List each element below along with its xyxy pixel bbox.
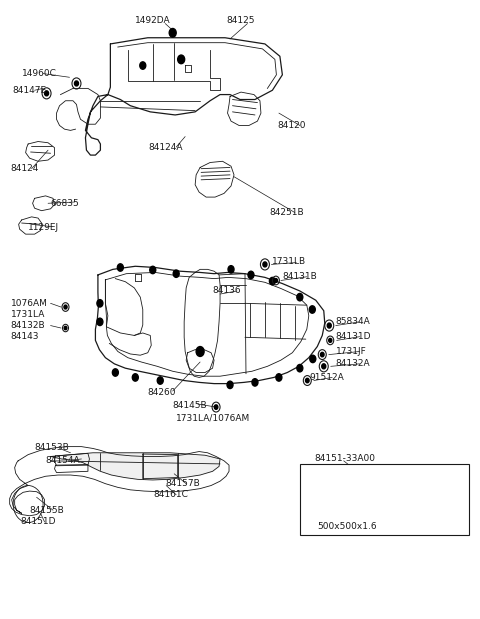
Circle shape — [64, 326, 67, 330]
Text: 84260: 84260 — [148, 388, 176, 397]
Text: 85834A: 85834A — [336, 318, 371, 326]
Circle shape — [150, 266, 156, 274]
Text: 84153B: 84153B — [35, 443, 69, 452]
Text: 1731LB: 1731LB — [273, 257, 307, 266]
Circle shape — [173, 270, 179, 277]
Text: 84143: 84143 — [11, 332, 39, 341]
Circle shape — [64, 305, 67, 309]
Text: 84145B: 84145B — [173, 401, 207, 410]
Polygon shape — [50, 452, 220, 480]
Circle shape — [169, 28, 176, 37]
Text: 500x500x1.6: 500x500x1.6 — [317, 522, 377, 531]
Text: 1731LA/1076AM: 1731LA/1076AM — [176, 413, 251, 422]
Circle shape — [297, 293, 303, 301]
Text: 1492DA: 1492DA — [135, 16, 171, 25]
Text: 84151D: 84151D — [21, 517, 56, 526]
Circle shape — [196, 347, 204, 357]
Circle shape — [97, 318, 103, 326]
Text: 84161C: 84161C — [153, 490, 188, 500]
Text: 14960C: 14960C — [22, 69, 57, 78]
Circle shape — [329, 339, 332, 342]
Text: 84131B: 84131B — [282, 272, 317, 281]
Text: 84124: 84124 — [11, 164, 39, 173]
Polygon shape — [304, 481, 441, 508]
Text: 1076AM: 1076AM — [11, 299, 48, 308]
Circle shape — [214, 405, 218, 409]
Circle shape — [132, 374, 138, 381]
Circle shape — [117, 264, 123, 271]
Circle shape — [112, 369, 119, 376]
Text: 84157B: 84157B — [165, 479, 200, 488]
Text: 84151-33A00: 84151-33A00 — [315, 454, 376, 464]
Circle shape — [228, 266, 234, 273]
Text: 84251B: 84251B — [269, 208, 303, 217]
Circle shape — [321, 352, 324, 357]
Bar — [300, 464, 469, 535]
Text: 1731JF: 1731JF — [336, 347, 366, 356]
Circle shape — [140, 62, 146, 69]
Text: 84147E: 84147E — [12, 86, 47, 95]
Circle shape — [97, 300, 103, 307]
Circle shape — [74, 81, 79, 86]
Circle shape — [297, 365, 303, 372]
Circle shape — [305, 378, 309, 383]
Text: 84136: 84136 — [213, 287, 241, 295]
Text: 84132B: 84132B — [11, 321, 45, 330]
Circle shape — [327, 323, 331, 328]
Circle shape — [45, 91, 48, 96]
Text: 84125: 84125 — [226, 16, 254, 25]
Circle shape — [178, 55, 185, 64]
Circle shape — [309, 306, 315, 313]
Text: 91512A: 91512A — [310, 373, 345, 382]
Text: 1129EJ: 1129EJ — [28, 223, 59, 233]
Text: 66835: 66835 — [50, 199, 79, 208]
Circle shape — [275, 279, 277, 282]
Circle shape — [310, 355, 316, 363]
Text: 84131D: 84131D — [336, 332, 371, 341]
Circle shape — [269, 277, 276, 285]
Text: 84132A: 84132A — [336, 360, 371, 368]
Circle shape — [248, 271, 254, 279]
Text: 84155B: 84155B — [30, 506, 64, 515]
Circle shape — [252, 379, 258, 386]
Circle shape — [263, 262, 267, 267]
Circle shape — [157, 377, 163, 384]
Text: 84154A: 84154A — [46, 456, 80, 465]
Text: 84120: 84120 — [277, 121, 305, 130]
Circle shape — [227, 381, 233, 389]
Circle shape — [276, 374, 282, 381]
Circle shape — [322, 364, 326, 369]
Text: 84124A: 84124A — [148, 142, 183, 152]
Text: 1731LA: 1731LA — [11, 310, 45, 319]
